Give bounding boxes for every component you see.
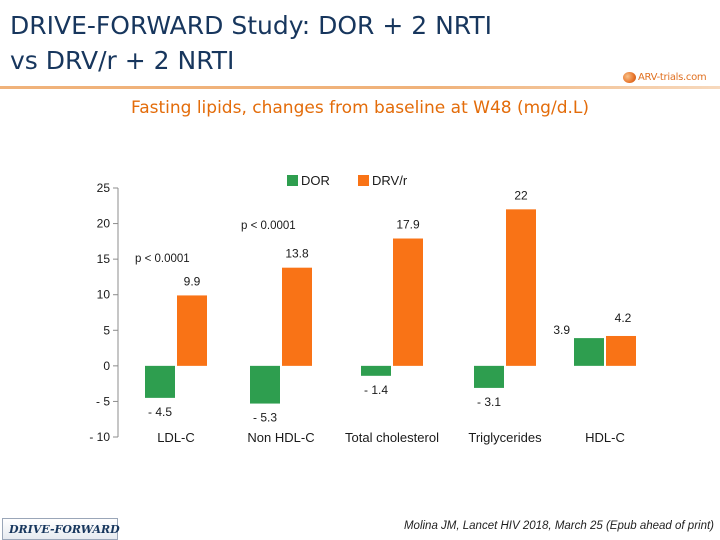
dor-bar: [250, 365, 280, 404]
drv-value-label: 13.8: [285, 247, 309, 261]
study-footer-badge: DRIVE-FORWARD: [2, 518, 120, 540]
legend-label: DOR: [301, 173, 330, 188]
chart-subtitle: Fasting lipids, changes from baseline at…: [130, 98, 589, 118]
y-tick-label: - 5: [96, 394, 110, 408]
y-tick-label: 10: [97, 288, 111, 302]
drv-value-label: 17.9: [396, 218, 420, 232]
drv-bar: [282, 267, 312, 366]
dor-legend-swatch: [287, 175, 298, 186]
dor-bar: [474, 365, 504, 388]
p-value-annotation: p < 0.0001: [135, 253, 190, 265]
logo-text: ARV-trials.com: [638, 71, 707, 83]
title-divider: [0, 86, 720, 89]
category-label: LDL-C: [157, 430, 195, 445]
dor-bar: [361, 365, 391, 376]
y-tick-label: - 10: [89, 430, 110, 444]
y-tick-label: 0: [103, 359, 110, 373]
y-tick-label: 25: [97, 181, 111, 195]
slide-title: DRIVE-FORWARD Study: DOR + 2 NRTI vs DRV…: [10, 8, 570, 78]
dor-value-label: - 4.5: [148, 405, 172, 419]
dor-bar: [145, 365, 175, 398]
y-tick-label: 15: [97, 252, 111, 266]
citation: Molina JM, Lancet HIV 2018, March 25 (Ep…: [403, 520, 714, 532]
dor-bar: [574, 338, 604, 366]
p-value-annotation: p < 0.0001: [241, 220, 296, 232]
y-tick-label: 5: [103, 323, 110, 337]
drv-bar: [606, 335, 636, 366]
legend-label: DRV/r: [372, 173, 408, 188]
dor-value-label: - 1.4: [364, 383, 388, 397]
drv-legend-swatch: [358, 175, 369, 186]
category-label: Non HDL-C: [247, 430, 314, 445]
logo-globe-icon: [623, 71, 636, 83]
drv-value-label: 9.9: [184, 274, 201, 288]
category-label: Total cholesterol: [345, 430, 439, 445]
title-line-1: DRIVE-FORWARD Study: DOR + 2 NRTI: [10, 11, 492, 40]
dor-value-label: 3.9: [553, 323, 570, 337]
category-label: HDL-C: [585, 430, 625, 445]
category-label: Triglycerides: [468, 430, 542, 445]
drv-value-label: 4.2: [615, 311, 632, 325]
dor-value-label: - 3.1: [477, 395, 501, 409]
title-line-2: vs DRV/r + 2 NRTI: [10, 46, 235, 75]
dor-value-label: - 5.3: [253, 411, 277, 425]
arv-trials-logo: ARV-trials.com: [623, 70, 707, 84]
drv-bar: [177, 295, 207, 366]
drv-bar: [393, 238, 423, 366]
drv-bar: [506, 209, 536, 366]
drv-value-label: 22: [514, 188, 528, 202]
y-tick-label: 20: [97, 217, 111, 231]
